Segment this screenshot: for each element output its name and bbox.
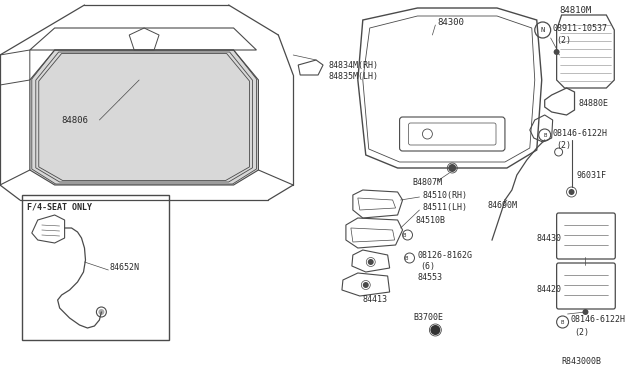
- Text: (6): (6): [420, 263, 435, 272]
- Text: 08126-8162G: 08126-8162G: [417, 250, 472, 260]
- Text: 08146-6122H: 08146-6122H: [553, 128, 607, 138]
- Text: B: B: [405, 256, 408, 260]
- Text: N: N: [541, 27, 545, 33]
- Text: B3700E: B3700E: [413, 314, 444, 323]
- Polygon shape: [30, 50, 259, 185]
- Text: 96031F: 96031F: [577, 170, 607, 180]
- Text: (2): (2): [557, 141, 572, 150]
- Text: 84413: 84413: [363, 295, 388, 305]
- Circle shape: [368, 259, 374, 265]
- Text: 84300: 84300: [437, 17, 464, 26]
- Circle shape: [363, 282, 369, 288]
- Text: F/4-SEAT ONLY: F/4-SEAT ONLY: [27, 202, 92, 212]
- Circle shape: [99, 309, 104, 315]
- Text: 84430: 84430: [537, 234, 562, 243]
- Circle shape: [554, 49, 559, 55]
- Text: 84510B: 84510B: [415, 215, 445, 224]
- Text: (2): (2): [575, 327, 589, 337]
- Text: B4807M: B4807M: [413, 177, 442, 186]
- Bar: [22, 195, 169, 340]
- Circle shape: [582, 309, 588, 315]
- Text: 08911-10537: 08911-10537: [553, 23, 607, 32]
- Text: R843000B: R843000B: [562, 357, 602, 366]
- Text: 84810M: 84810M: [559, 6, 592, 15]
- Text: 84652N: 84652N: [109, 263, 140, 273]
- Text: 84806: 84806: [61, 115, 88, 125]
- Text: 84510(RH): 84510(RH): [422, 190, 467, 199]
- Circle shape: [448, 164, 456, 172]
- Text: B: B: [543, 132, 547, 138]
- Circle shape: [568, 189, 575, 195]
- Circle shape: [430, 325, 440, 335]
- Text: 84553: 84553: [417, 273, 442, 282]
- Text: 84835M(LH): 84835M(LH): [328, 71, 378, 80]
- Text: 84880E: 84880E: [579, 99, 609, 108]
- Text: 84834M(RH): 84834M(RH): [328, 61, 378, 70]
- Text: 08146-6122H: 08146-6122H: [570, 315, 625, 324]
- Text: B: B: [561, 320, 564, 324]
- Text: 84511(LH): 84511(LH): [422, 202, 467, 212]
- Text: 84690M: 84690M: [487, 201, 517, 209]
- Text: (2): (2): [557, 35, 572, 45]
- Text: 84420: 84420: [537, 285, 562, 295]
- Text: B: B: [403, 232, 406, 237]
